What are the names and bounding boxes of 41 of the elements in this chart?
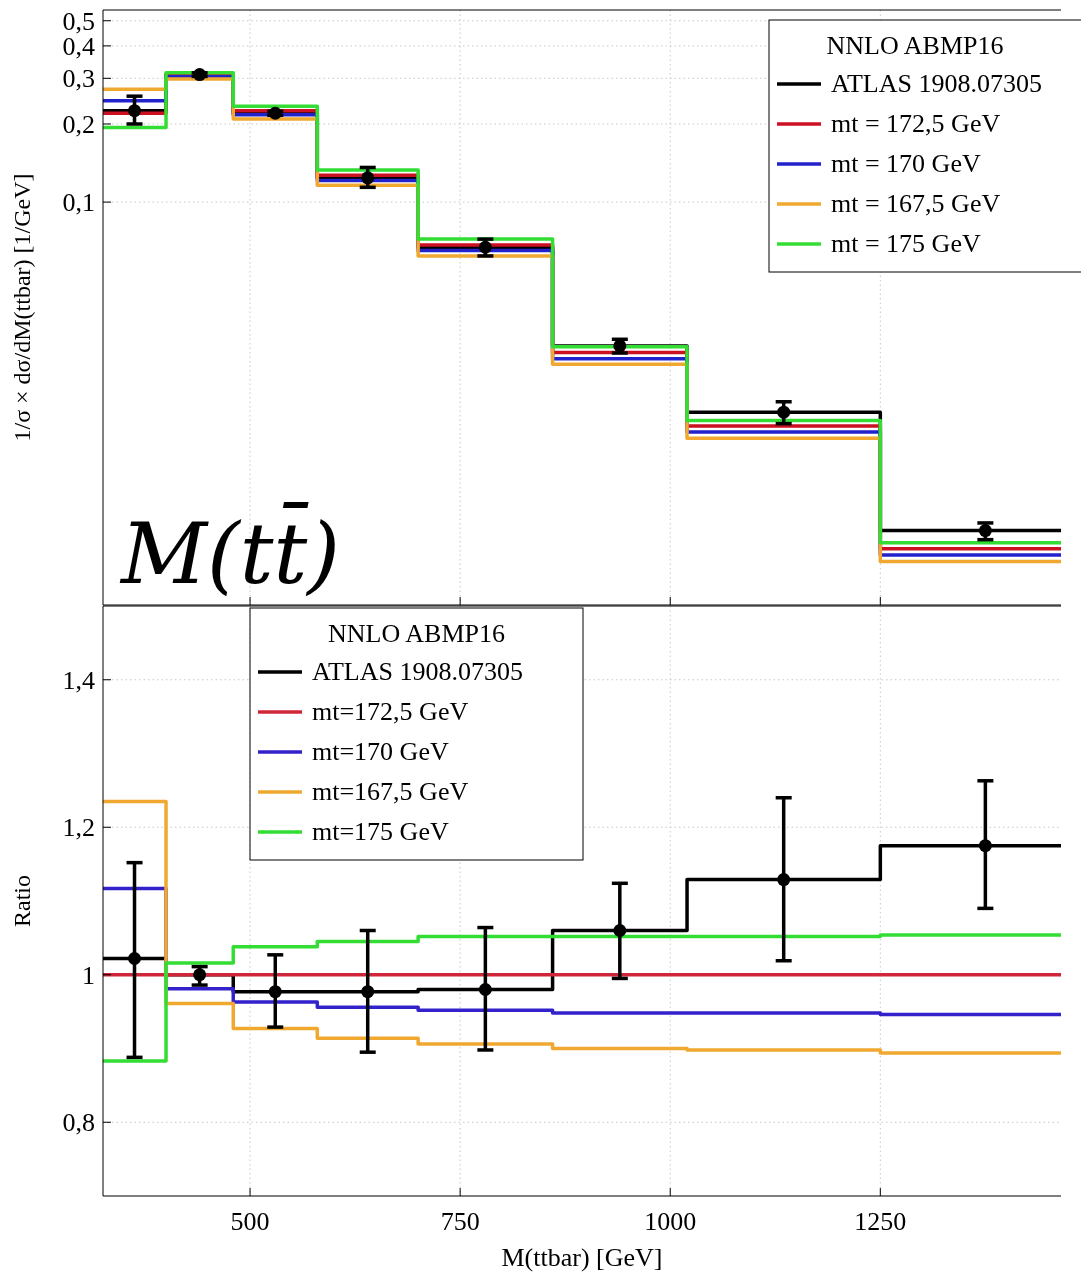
legend-label: mt=170 GeV — [312, 737, 449, 766]
x-axis-title: M(ttbar) [GeV] — [501, 1243, 663, 1272]
point — [478, 240, 492, 254]
point — [978, 524, 992, 538]
x-tick-label: 750 — [440, 1207, 480, 1236]
y-tick-label: 1 — [82, 960, 95, 990]
legend-label: ATLAS 1908.07305 — [831, 69, 1042, 98]
legend-title: NNLO ABMP16 — [826, 31, 1004, 60]
legend-label: mt = 167,5 GeV — [831, 189, 1001, 218]
y-tick-label: 0,1 — [62, 188, 95, 218]
point — [361, 985, 375, 999]
y-axis-title: Ratio — [9, 875, 35, 927]
y-tick-label: 1,4 — [62, 665, 95, 695]
point — [128, 952, 142, 966]
point — [978, 839, 992, 853]
y-tick-label: 0,3 — [62, 64, 95, 94]
legend-label: mt=167,5 GeV — [312, 777, 469, 806]
legend-title: NNLO ABMP16 — [328, 619, 505, 648]
y-tick-label: 0,5 — [62, 6, 95, 36]
annotation: M(tt̄) — [119, 500, 341, 603]
y-tick-label: 1,2 — [62, 813, 95, 843]
y-tick-label: 0,2 — [62, 110, 95, 140]
point — [777, 405, 791, 419]
point — [613, 924, 627, 937]
point — [361, 171, 375, 185]
x-tick-label: 500 — [230, 1207, 270, 1236]
y-axis-title: 1/σ × dσ/dM(ttbar) [1/GeV] — [9, 173, 35, 442]
legend-label: ATLAS 1908.07305 — [312, 657, 523, 686]
y-tick-label: 0,8 — [62, 1108, 95, 1138]
legend-label: mt=172,5 GeV — [312, 697, 469, 726]
point — [268, 985, 282, 999]
x-tick-label: 1250 — [854, 1207, 907, 1236]
legend-label: mt = 170 GeV — [831, 149, 981, 178]
legend-label: mt = 175 GeV — [831, 229, 981, 258]
legend-label: mt = 172,5 GeV — [831, 109, 1001, 138]
point — [777, 873, 791, 887]
point — [478, 983, 492, 996]
point — [193, 968, 207, 982]
x-tick-label: 1000 — [644, 1207, 697, 1236]
legend-label: mt=175 GeV — [312, 817, 449, 846]
point — [128, 104, 142, 118]
